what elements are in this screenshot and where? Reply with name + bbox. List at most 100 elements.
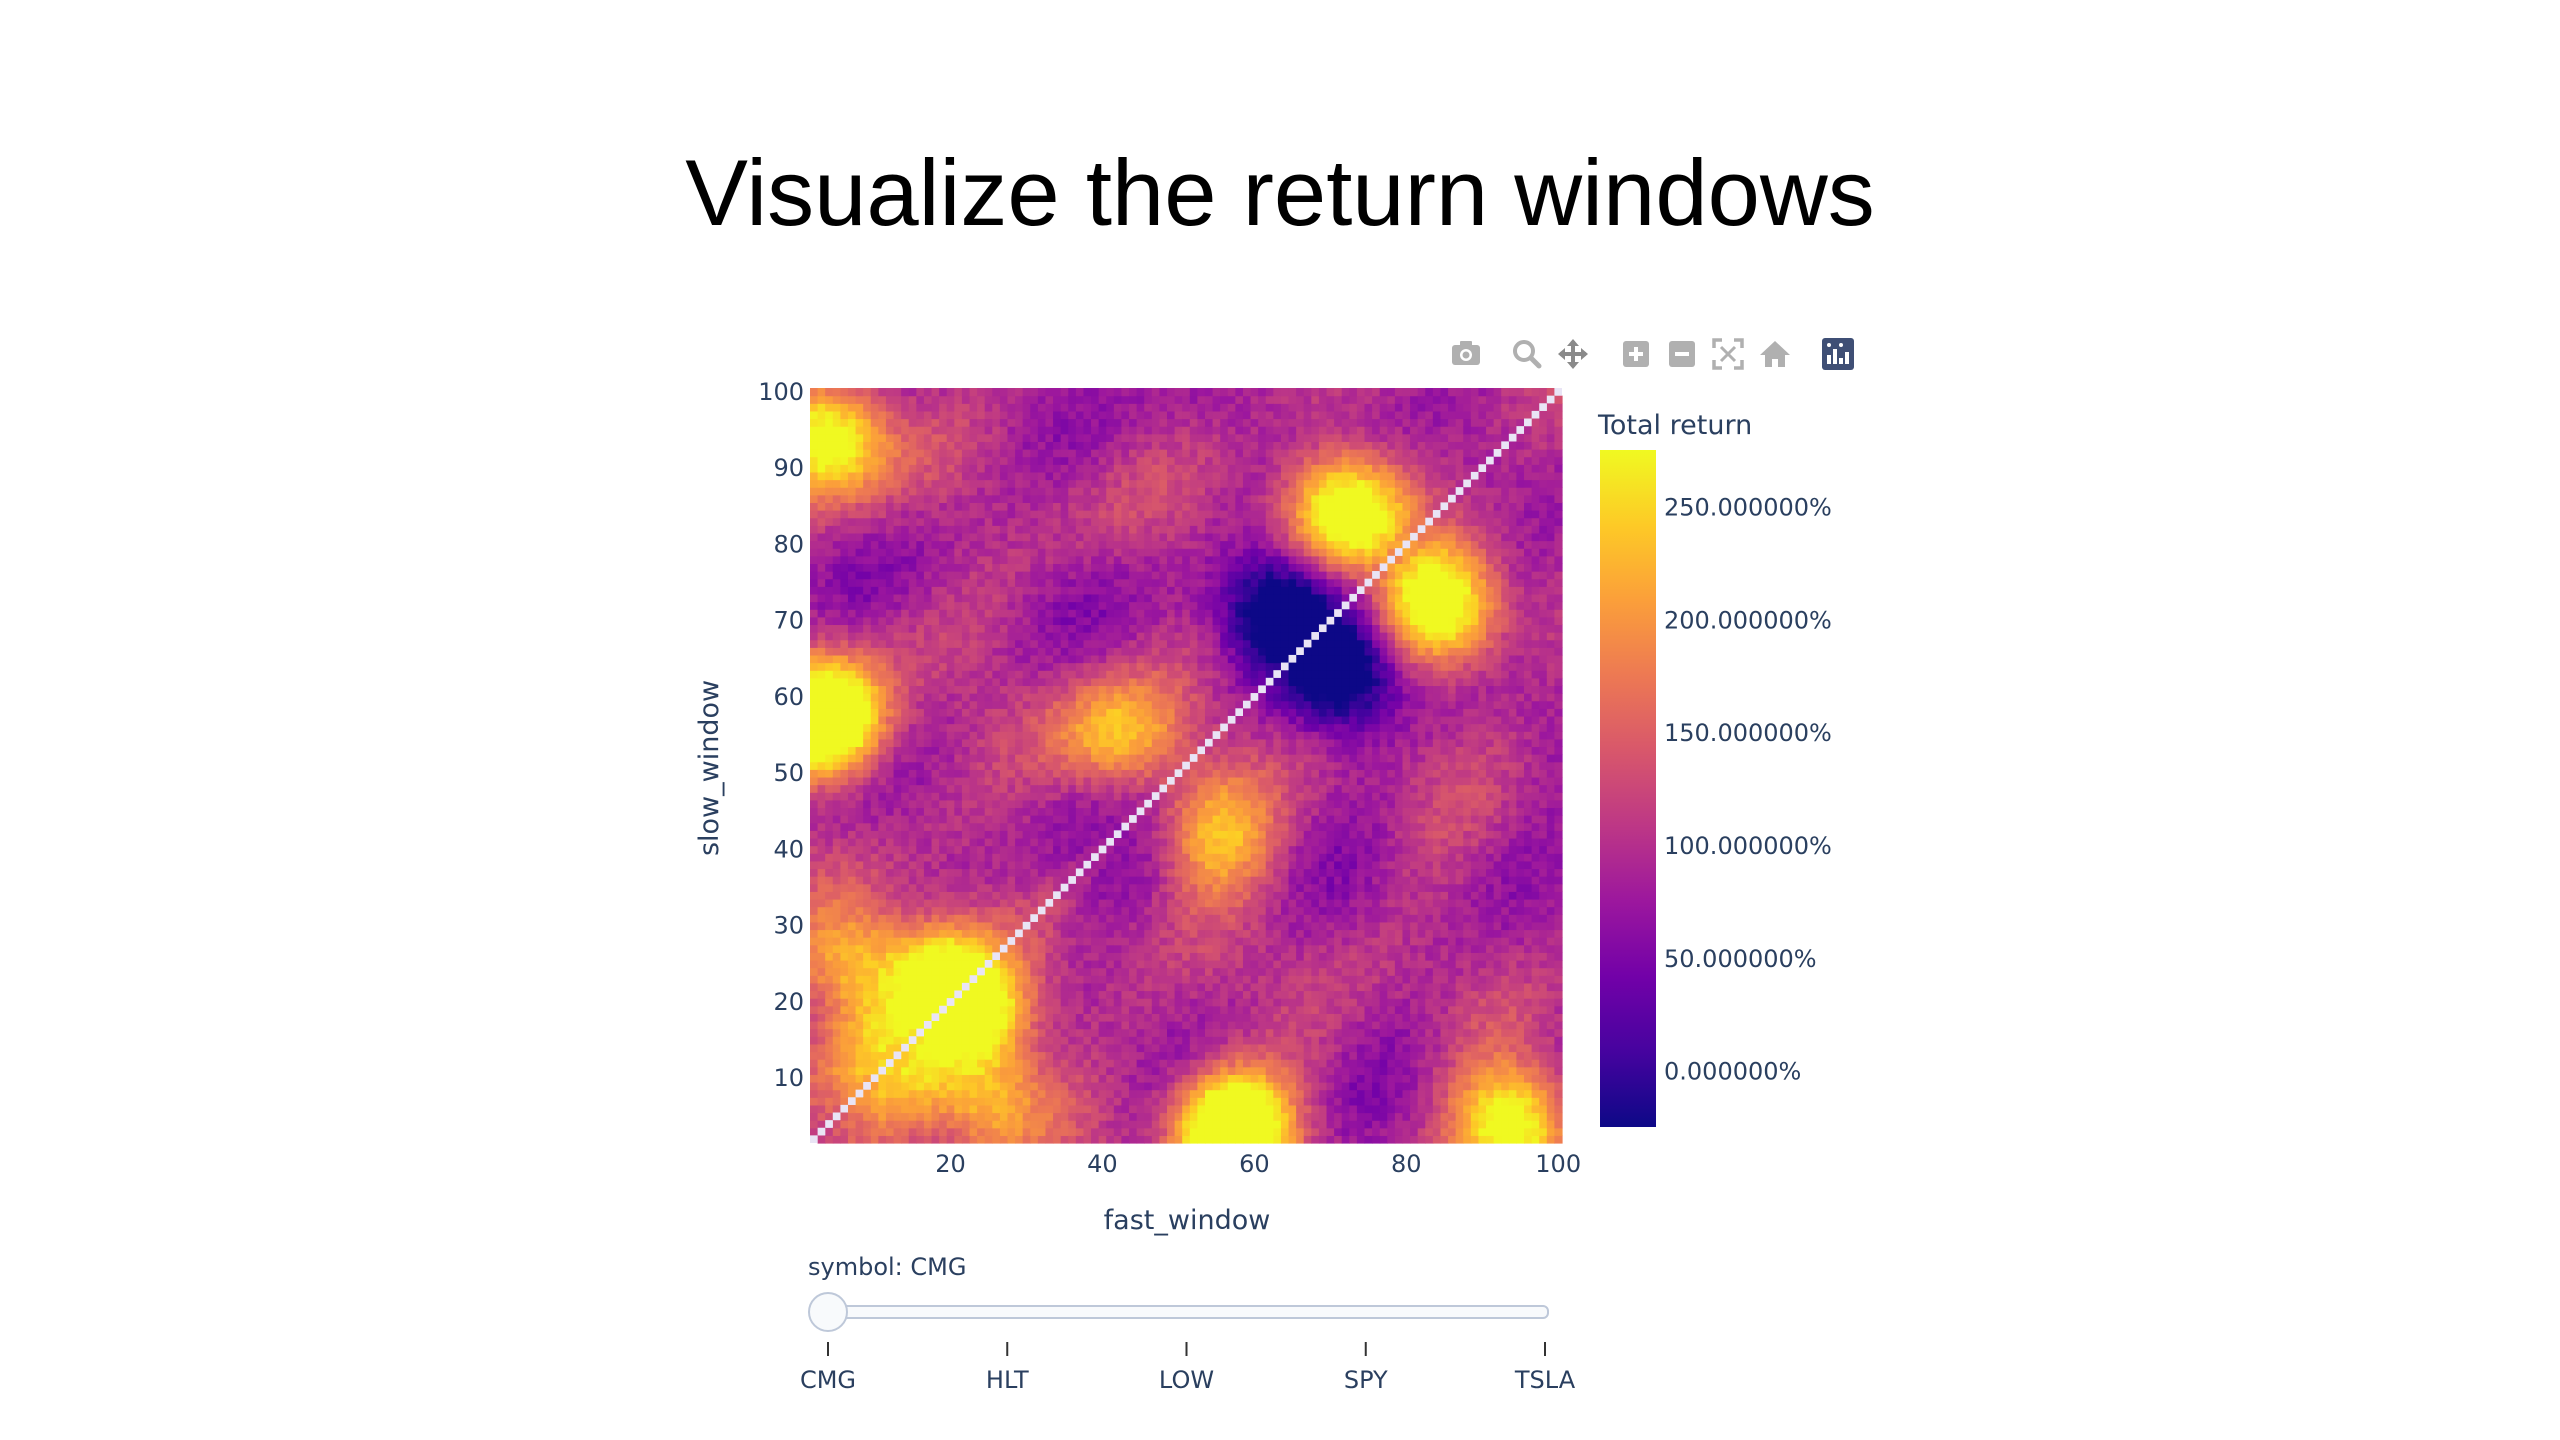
- heatmap-cell[interactable]: [878, 784, 887, 793]
- heatmap-cell[interactable]: [870, 487, 879, 496]
- heatmap-cell[interactable]: [1182, 632, 1191, 641]
- heatmap-cell[interactable]: [923, 746, 933, 755]
- heatmap-cell[interactable]: [878, 807, 887, 816]
- heatmap-cell[interactable]: [1030, 738, 1039, 748]
- heatmap-cell[interactable]: [1083, 662, 1092, 671]
- heatmap-cell[interactable]: [1098, 1059, 1107, 1068]
- heatmap-cell[interactable]: [810, 967, 819, 976]
- heatmap-cell[interactable]: [1037, 555, 1047, 565]
- heatmap-cell[interactable]: [878, 418, 887, 427]
- heatmap-cell[interactable]: [893, 1120, 902, 1129]
- heatmap-cell[interactable]: [825, 456, 834, 465]
- heatmap-cell[interactable]: [961, 1020, 971, 1030]
- heatmap-cell[interactable]: [969, 769, 978, 778]
- heatmap-cell[interactable]: [870, 426, 879, 435]
- heatmap-cell[interactable]: [1113, 776, 1123, 786]
- heatmap-cell[interactable]: [901, 921, 910, 931]
- heatmap-cell[interactable]: [916, 898, 925, 908]
- heatmap-cell[interactable]: [916, 708, 925, 717]
- heatmap-cell[interactable]: [1136, 1120, 1145, 1129]
- heatmap-cell[interactable]: [1045, 952, 1054, 961]
- heatmap-cell[interactable]: [825, 906, 834, 915]
- heatmap-cell[interactable]: [825, 464, 834, 473]
- heatmap-cell[interactable]: [908, 441, 917, 450]
- heatmap-cell[interactable]: [931, 502, 940, 511]
- heatmap-cell[interactable]: [992, 647, 1001, 656]
- heatmap-cell[interactable]: [1121, 1127, 1130, 1136]
- heatmap-cell[interactable]: [885, 418, 895, 427]
- heatmap-cell[interactable]: [885, 1066, 895, 1075]
- heatmap-cell[interactable]: [1136, 410, 1145, 420]
- heatmap-cell[interactable]: [1045, 525, 1054, 534]
- heatmap-cell[interactable]: [1151, 845, 1161, 854]
- heatmap-cell[interactable]: [810, 731, 819, 740]
- heatmap-cell[interactable]: [855, 601, 864, 610]
- heatmap-cell[interactable]: [1159, 433, 1168, 442]
- heatmap-cell[interactable]: [1106, 982, 1115, 992]
- heatmap-cell[interactable]: [946, 426, 955, 435]
- heatmap-cell[interactable]: [825, 1081, 834, 1091]
- heatmap-cell[interactable]: [1007, 1135, 1016, 1144]
- heatmap-cell[interactable]: [817, 937, 826, 946]
- heatmap-cell[interactable]: [863, 1005, 872, 1014]
- heatmap-cell[interactable]: [870, 1127, 879, 1136]
- heatmap-cell[interactable]: [901, 723, 910, 732]
- heatmap-cell[interactable]: [1121, 883, 1130, 892]
- heatmap-cell[interactable]: [1151, 937, 1161, 946]
- heatmap-cell[interactable]: [1015, 471, 1024, 481]
- heatmap-cell[interactable]: [999, 578, 1009, 587]
- heatmap-cell[interactable]: [1113, 639, 1123, 648]
- heatmap-cell[interactable]: [977, 990, 986, 999]
- heatmap-cell[interactable]: [908, 807, 917, 816]
- heatmap-cell[interactable]: [855, 479, 864, 488]
- heatmap-cell[interactable]: [954, 860, 963, 870]
- heatmap-cell[interactable]: [1075, 723, 1085, 732]
- heatmap-cell[interactable]: [999, 1120, 1009, 1129]
- heatmap-cell[interactable]: [1182, 700, 1191, 709]
- heatmap-cell[interactable]: [901, 395, 910, 404]
- heatmap-cell[interactable]: [999, 586, 1009, 595]
- heatmap-cell[interactable]: [1144, 418, 1153, 427]
- heatmap-cell[interactable]: [1174, 822, 1183, 831]
- heatmap-cell[interactable]: [1159, 815, 1168, 824]
- heatmap-cell[interactable]: [1022, 822, 1031, 831]
- heatmap-cell[interactable]: [923, 548, 933, 557]
- heatmap-cell[interactable]: [1174, 708, 1183, 717]
- heatmap-cell[interactable]: [977, 563, 986, 572]
- heatmap-cell[interactable]: [1022, 906, 1031, 915]
- heatmap-cell[interactable]: [1121, 990, 1130, 999]
- heatmap-cell[interactable]: [1144, 1097, 1153, 1106]
- heatmap-cell[interactable]: [1106, 1051, 1115, 1060]
- heatmap-cell[interactable]: [878, 944, 887, 953]
- heatmap-cell[interactable]: [1091, 990, 1100, 999]
- heatmap-cell[interactable]: [832, 593, 841, 603]
- heatmap-cell[interactable]: [961, 1089, 971, 1098]
- heatmap-cell[interactable]: [1075, 540, 1085, 549]
- heatmap-cell[interactable]: [1136, 662, 1145, 671]
- heatmap-cell[interactable]: [931, 898, 940, 908]
- heatmap-cell[interactable]: [1167, 738, 1176, 748]
- heatmap-cell[interactable]: [1060, 822, 1069, 831]
- heatmap-cell[interactable]: [840, 723, 849, 732]
- heatmap-cell[interactable]: [1106, 548, 1115, 557]
- heatmap-cell[interactable]: [1083, 1059, 1092, 1068]
- heatmap-cell[interactable]: [1182, 746, 1191, 755]
- heatmap-cell[interactable]: [999, 403, 1009, 412]
- heatmap-cell[interactable]: [908, 1043, 917, 1053]
- heatmap-cell[interactable]: [1053, 708, 1062, 717]
- heatmap-cell[interactable]: [1083, 990, 1092, 999]
- heatmap-cell[interactable]: [1015, 647, 1024, 656]
- heatmap-cell[interactable]: [878, 593, 887, 603]
- heatmap-cell[interactable]: [832, 731, 841, 740]
- heatmap-cell[interactable]: [1106, 1074, 1115, 1083]
- heatmap-cell[interactable]: [1091, 1036, 1100, 1045]
- heatmap-cell[interactable]: [810, 632, 819, 641]
- heatmap-cell[interactable]: [1106, 937, 1115, 946]
- heatmap-cell[interactable]: [863, 975, 872, 984]
- heatmap-cell[interactable]: [832, 571, 841, 580]
- heatmap-cell[interactable]: [1022, 959, 1031, 969]
- heatmap-cell[interactable]: [1075, 715, 1085, 725]
- heatmap-cell[interactable]: [1037, 1089, 1047, 1098]
- heatmap-cell[interactable]: [840, 830, 849, 839]
- heatmap-cell[interactable]: [984, 723, 993, 732]
